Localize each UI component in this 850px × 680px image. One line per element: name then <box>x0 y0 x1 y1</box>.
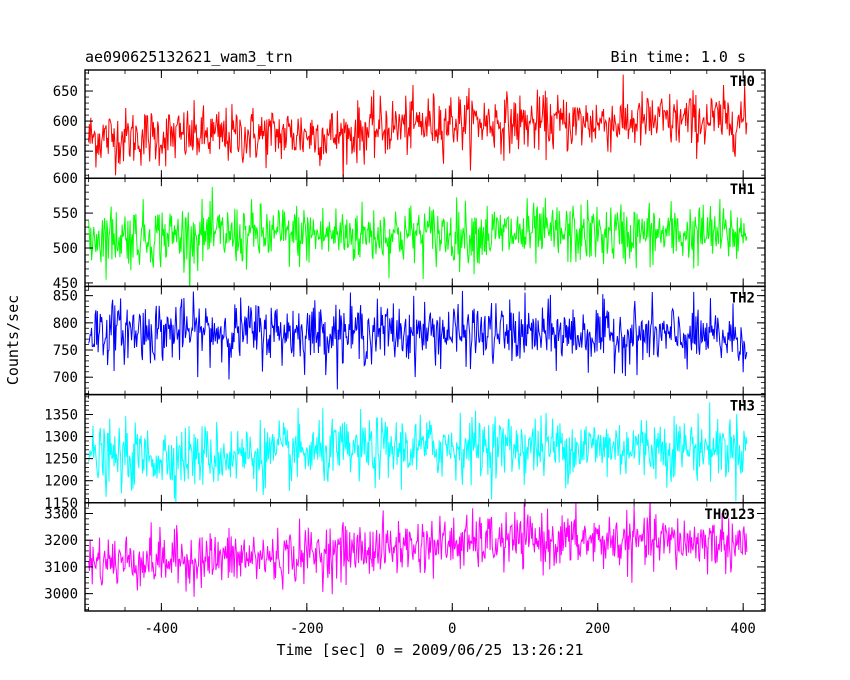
x-axis-label: Time [sec] 0 = 2009/06/25 13:26:21 <box>276 641 583 659</box>
panel-frame <box>84 502 766 612</box>
chart-title: ae090625132621_wam3_trn <box>85 48 293 66</box>
panel-th3: 1150 1200 1250 1300 1350 TH3 <box>44 393 766 512</box>
panel-label-th3: TH3 <box>730 399 755 415</box>
x-tick-label: 200 <box>585 621 610 637</box>
series-line-th1 <box>88 186 748 287</box>
y-tick-label: 750 <box>53 343 78 359</box>
y-tick-label: 550 <box>53 144 78 160</box>
panels-group: 550 600 650 TH0 450 500 550 600 TH1 700 750 800 850 T… <box>44 69 766 612</box>
x-tick-label: 0 <box>448 621 456 637</box>
x-axis: -400 -200 0 200 400 <box>145 621 756 637</box>
series-line-th0123 <box>88 502 748 597</box>
panel-label-th0: TH0 <box>730 74 755 90</box>
bin-time-label: Bin time: 1.0 s <box>611 48 746 66</box>
panel-label-th0123: TH0123 <box>704 507 755 523</box>
y-axis-label: Counts/sec <box>4 295 22 385</box>
y-tick-label: 600 <box>53 171 78 187</box>
series-line-th3 <box>88 402 748 503</box>
x-tick-label: -400 <box>145 621 179 637</box>
y-tick-label: 650 <box>53 84 78 100</box>
y-tick-label: 850 <box>53 289 78 305</box>
y-tick-label: 600 <box>53 114 78 130</box>
y-tick-label: 3100 <box>44 560 78 576</box>
panel-label-th2: TH2 <box>730 290 755 306</box>
y-tick-label: 3000 <box>44 587 78 603</box>
panel-th0: 550 600 650 TH0 <box>53 69 766 179</box>
x-tick-label: 400 <box>731 621 756 637</box>
series-line-th2 <box>88 290 748 390</box>
y-tick-label: 1150 <box>44 496 78 512</box>
y-tick-label: 3300 <box>44 506 78 522</box>
x-tick-label: -200 <box>290 621 324 637</box>
y-tick-label: 1200 <box>44 474 78 490</box>
y-tick-label: 550 <box>53 206 78 222</box>
panel-th2: 700 750 800 850 TH2 <box>53 285 766 396</box>
y-tick-label: 700 <box>53 370 78 386</box>
y-tick-label: 3200 <box>44 533 78 549</box>
y-tick-label: 800 <box>53 316 78 332</box>
panel-th1: 450 500 550 600 TH1 <box>53 171 766 292</box>
series-line-th0 <box>88 74 748 179</box>
y-tick-label: 1250 <box>44 452 78 468</box>
y-tick-label: 500 <box>53 241 78 257</box>
panel-th0123: 3000 3100 3200 3300 TH0123 <box>44 502 766 612</box>
panel-label-th1: TH1 <box>730 182 755 198</box>
y-tick-label: 1300 <box>44 430 78 446</box>
y-tick-label: 450 <box>53 276 78 292</box>
y-tick-label: 1350 <box>44 407 78 423</box>
